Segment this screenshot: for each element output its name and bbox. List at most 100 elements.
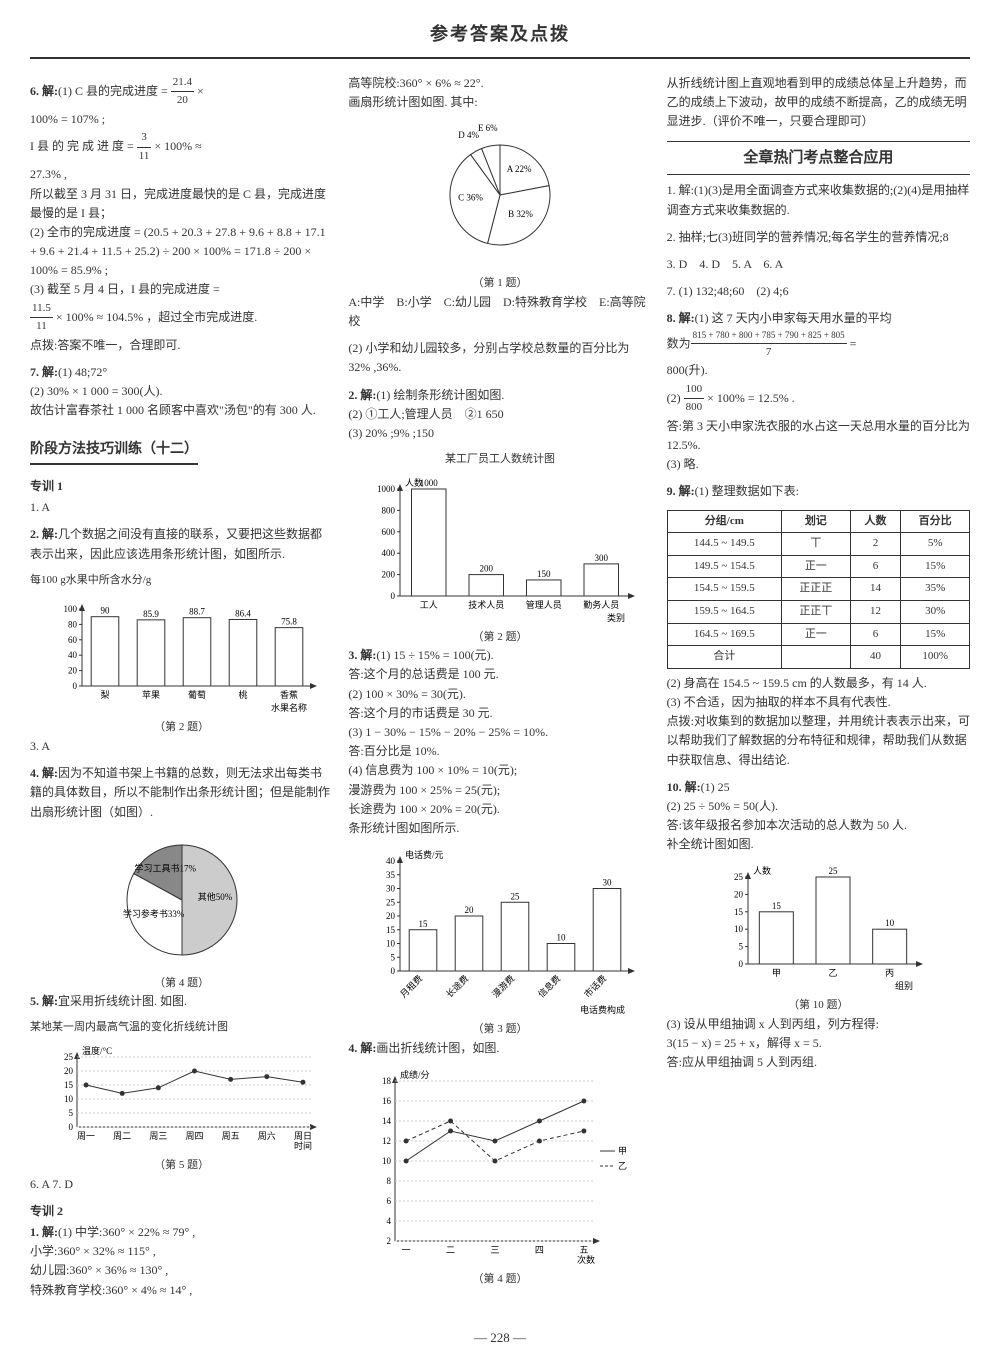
svg-text:香蕉: 香蕉	[280, 689, 298, 700]
svg-text:周一: 周一	[77, 1131, 95, 1141]
svg-text:4: 4	[386, 1216, 391, 1226]
svg-text:周二: 周二	[113, 1131, 131, 1141]
svg-text:85.9: 85.9	[143, 609, 159, 619]
bar-chart-2b: 02004006008001000人数1000工人200技术人员150管理人员3…	[360, 474, 640, 624]
svg-text:市话费: 市话费	[582, 973, 609, 1000]
svg-text:二: 二	[446, 1245, 455, 1255]
column-2: 高等院校:360° × 6% ≈ 22°. 画扇形统计图如图. 其中: A 22…	[348, 74, 651, 1308]
svg-text:25: 25	[510, 891, 520, 901]
svg-text:20: 20	[64, 1066, 74, 1076]
svg-text:0: 0	[68, 1122, 73, 1132]
c1-p4: 4. 解:因为不知道书架上书籍的总数，则无法求出每类书籍的具体数目，所以不能制作…	[30, 764, 333, 822]
svg-text:15: 15	[418, 919, 428, 929]
chart5-title: 某地某一周内最高气温的变化折线统计图	[30, 1019, 333, 1037]
pie1-legend: A:中学 B:小学 C:幼儿园 D:特殊教育学校 E:高等院校	[348, 293, 651, 331]
svg-text:次数: 次数	[577, 1254, 595, 1265]
svg-text:15: 15	[734, 907, 744, 917]
svg-text:类别: 类别	[607, 612, 625, 623]
p6: 6. 解:(1) C 县的完成进度 = 21.420 × 100% = 107%…	[30, 74, 333, 355]
svg-text:35: 35	[386, 870, 396, 880]
svg-text:5: 5	[739, 942, 744, 952]
svg-text:15: 15	[386, 925, 396, 935]
svg-text:6: 6	[386, 1196, 391, 1206]
line-chart-5: 0510152025温度/°C周一周二周三周四周五周六周日时间	[42, 1042, 322, 1152]
pie1-caption: （第 1 题）	[348, 275, 651, 293]
svg-text:一: 一	[402, 1245, 411, 1255]
c2-p3: 3. 解:(1) 15 ÷ 15% = 100(元). 答:这个月的总话费是 1…	[348, 646, 651, 838]
svg-text:800: 800	[381, 505, 395, 515]
svg-text:技术人员: 技术人员	[468, 599, 504, 610]
svg-text:E 6%: E 6%	[478, 123, 498, 133]
svg-text:工人: 工人	[420, 600, 438, 610]
svg-text:B 32%: B 32%	[508, 209, 533, 219]
c1-p5: 5. 解:宜采用折线统计图. 如图.	[30, 992, 333, 1011]
chart2-title: 每100 g水果中所含水分/g	[30, 572, 333, 590]
svg-text:葡萄: 葡萄	[188, 689, 206, 700]
svg-text:组别: 组别	[895, 980, 913, 991]
svg-text:20: 20	[386, 911, 396, 921]
svg-text:0: 0	[72, 681, 77, 691]
svg-text:88.7: 88.7	[189, 607, 205, 617]
pie-chart-1: A 22%B 32%C 36%D 4%E 6%	[410, 120, 590, 270]
svg-text:D 4%: D 4%	[458, 130, 479, 140]
svg-text:10: 10	[382, 1156, 392, 1166]
svg-text:苹果: 苹果	[142, 689, 160, 700]
svg-text:周六: 周六	[257, 1130, 275, 1141]
svg-text:学习工具书17%: 学习工具书17%	[134, 862, 196, 873]
columns: 6. 解:(1) C 县的完成进度 = 21.420 × 100% = 107%…	[30, 74, 970, 1308]
svg-text:80: 80	[68, 620, 78, 630]
c3-p3: 3. D 4. D 5. A 6. A	[667, 255, 970, 274]
svg-text:150: 150	[537, 569, 551, 579]
c1-p3: 3. A	[30, 737, 333, 756]
svg-text:月租费: 月租费	[398, 973, 425, 1000]
chart4-caption: （第 4 题）	[348, 1271, 651, 1289]
chart2b-title: 某工厂员工人数统计图	[348, 451, 651, 469]
svg-text:10: 10	[386, 939, 396, 949]
bar-chart-2: 02040608010090梨85.9苹果88.7葡萄86.4桃75.8香蕉水果…	[42, 594, 322, 714]
chart10-caption: （第 10 题）	[667, 997, 970, 1015]
svg-text:14: 14	[382, 1116, 392, 1126]
svg-text:20: 20	[734, 890, 744, 900]
chart5-caption: （第 5 题）	[30, 1157, 333, 1175]
svg-text:10: 10	[885, 919, 895, 929]
table-9: 分组/cm划记人数百分比144.5 ~ 149.5丅25%149.5 ~ 154…	[667, 510, 970, 669]
svg-text:15: 15	[772, 901, 782, 911]
line-chart-4: 24681012141618成绩/分一二三四五次数甲乙	[360, 1066, 640, 1266]
svg-text:2: 2	[386, 1236, 391, 1246]
svg-text:成绩/分: 成绩/分	[400, 1069, 430, 1080]
svg-text:5: 5	[68, 1108, 73, 1118]
svg-text:16: 16	[382, 1096, 392, 1106]
svg-text:周日: 周日	[294, 1131, 312, 1141]
svg-text:30: 30	[386, 884, 396, 894]
svg-text:时间: 时间	[294, 1140, 312, 1151]
svg-text:20: 20	[464, 905, 474, 915]
svg-text:其他50%: 其他50%	[197, 891, 232, 902]
svg-text:学习参考书33%: 学习参考书33%	[123, 907, 185, 918]
c3-top: 从折线统计图上直观地看到甲的成绩总体呈上升趋势，而乙的成绩上下波动，故甲的成绩不…	[667, 74, 970, 132]
svg-text:20: 20	[68, 666, 78, 676]
c3-p8: 8. 解:(1) 这 7 天内小申家每天用水量的平均 数为815 + 780 +…	[667, 309, 970, 474]
chart2-caption: （第 2 题）	[30, 719, 333, 737]
svg-text:8: 8	[386, 1176, 391, 1186]
svg-text:40: 40	[68, 651, 78, 661]
c3-p1: 1. 解:(1)(3)是用全面调查方式来收集数据的;(2)(4)是用抽样调查方式…	[667, 181, 970, 219]
svg-text:人数: 人数	[753, 865, 771, 876]
pie4-caption: （第 4 题）	[30, 975, 333, 993]
svg-text:30: 30	[602, 878, 612, 888]
svg-text:12: 12	[382, 1136, 391, 1146]
svg-text:长途费: 长途费	[444, 973, 471, 1000]
svg-text:电话费构成: 电话费构成	[580, 1004, 625, 1015]
svg-text:86.4: 86.4	[235, 609, 251, 619]
svg-text:桃: 桃	[238, 689, 247, 700]
c3-p9b: (2) 身高在 154.5 ~ 159.5 cm 的人数最多，有 14 人. (…	[667, 674, 970, 770]
c2-top: 高等院校:360° × 6% ≈ 22°. 画扇形统计图如图. 其中:	[348, 74, 651, 112]
section-title-1: 阶段方法技巧训练（十二）	[30, 439, 198, 465]
svg-text:勤务人员: 勤务人员	[583, 599, 619, 610]
svg-text:600: 600	[381, 526, 395, 536]
svg-text:乙: 乙	[829, 968, 838, 978]
svg-text:C 36%: C 36%	[458, 193, 483, 203]
sub2: 专训 2	[30, 1202, 333, 1221]
svg-text:60: 60	[68, 635, 78, 645]
svg-text:电话费/元: 电话费/元	[405, 849, 444, 860]
svg-text:漫游费: 漫游费	[490, 973, 517, 1000]
